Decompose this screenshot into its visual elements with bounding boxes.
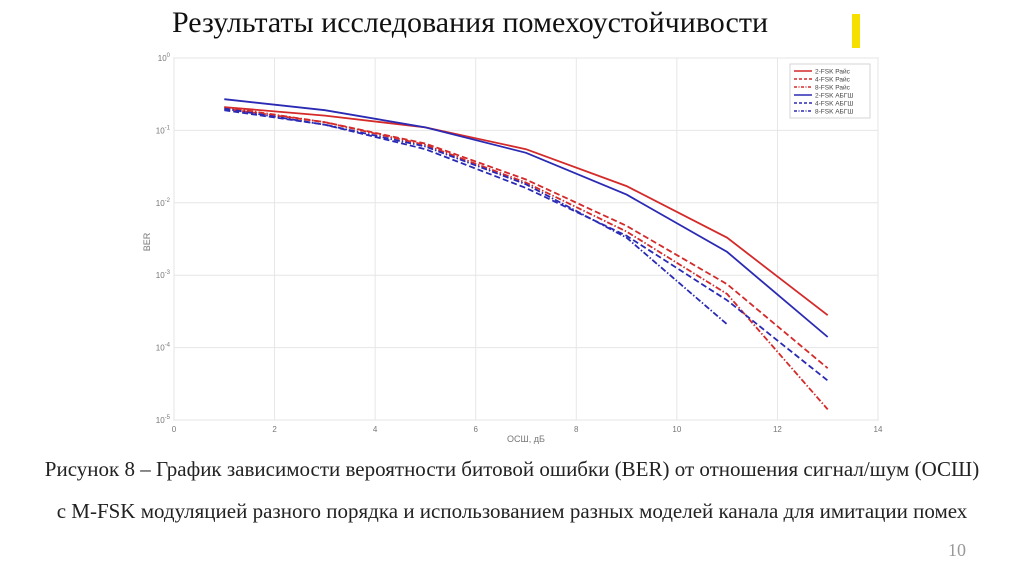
series-line-1 xyxy=(224,106,829,316)
series-line-5 xyxy=(224,109,829,382)
x-tick-label: 10 xyxy=(672,425,681,434)
y-tick-label: 100 xyxy=(158,53,171,63)
y-tick-label: 10-1 xyxy=(156,125,171,135)
x-tick-label: 2 xyxy=(272,425,277,434)
x-tick-label: 12 xyxy=(773,425,782,434)
title-highlight-mark xyxy=(852,14,860,48)
legend-entry: 2-FSK Райс xyxy=(815,68,851,76)
slide-title: Результаты исследования помехоустойчивос… xyxy=(172,6,769,39)
x-tick-label: 8 xyxy=(574,425,579,434)
legend-entry: 4-FSK Райс xyxy=(815,76,851,84)
series-lines xyxy=(224,98,829,410)
legend-entry: 8-FSK Райс xyxy=(815,84,851,92)
x-tick-label: 0 xyxy=(172,425,177,434)
x-tick-label: 14 xyxy=(874,425,883,434)
x-tick-label: 4 xyxy=(373,425,378,434)
x-axis-label: ОСШ, дБ xyxy=(507,434,545,444)
y-tick-label: 10-3 xyxy=(156,270,171,280)
figure-caption: Рисунок 8 – График зависимости вероятнос… xyxy=(44,457,980,523)
x-tick-label: 6 xyxy=(473,425,478,434)
page-number: 10 xyxy=(948,540,966,560)
x-tick-labels: 0 2 4 6 8 10 12 14 xyxy=(172,425,883,434)
y-tick-labels: 100 10-1 10-2 10-3 10-4 10-5 xyxy=(156,53,171,425)
series-line-4 xyxy=(224,98,829,338)
y-axis-label: BER xyxy=(142,232,152,251)
legend-entry: 8-FSK АБГШ xyxy=(815,109,853,116)
series-line-2 xyxy=(224,107,829,369)
series-line-3 xyxy=(224,106,829,410)
legend-entry: 2-FSK АБГШ xyxy=(815,93,853,100)
series-line-6 xyxy=(224,107,728,325)
legend-box xyxy=(789,63,871,119)
y-tick-label: 10-4 xyxy=(156,343,171,353)
y-tick-label: 10-2 xyxy=(156,198,171,208)
legend-entry: 4-FSK АБГШ xyxy=(815,101,853,108)
grid-lines xyxy=(173,57,879,421)
y-tick-label: 10-5 xyxy=(156,415,171,425)
ber-chart: 0 2 4 6 8 10 12 14 100 10-1 10-2 10-3 10-4 10-5 ОСШ,… xyxy=(142,53,883,444)
